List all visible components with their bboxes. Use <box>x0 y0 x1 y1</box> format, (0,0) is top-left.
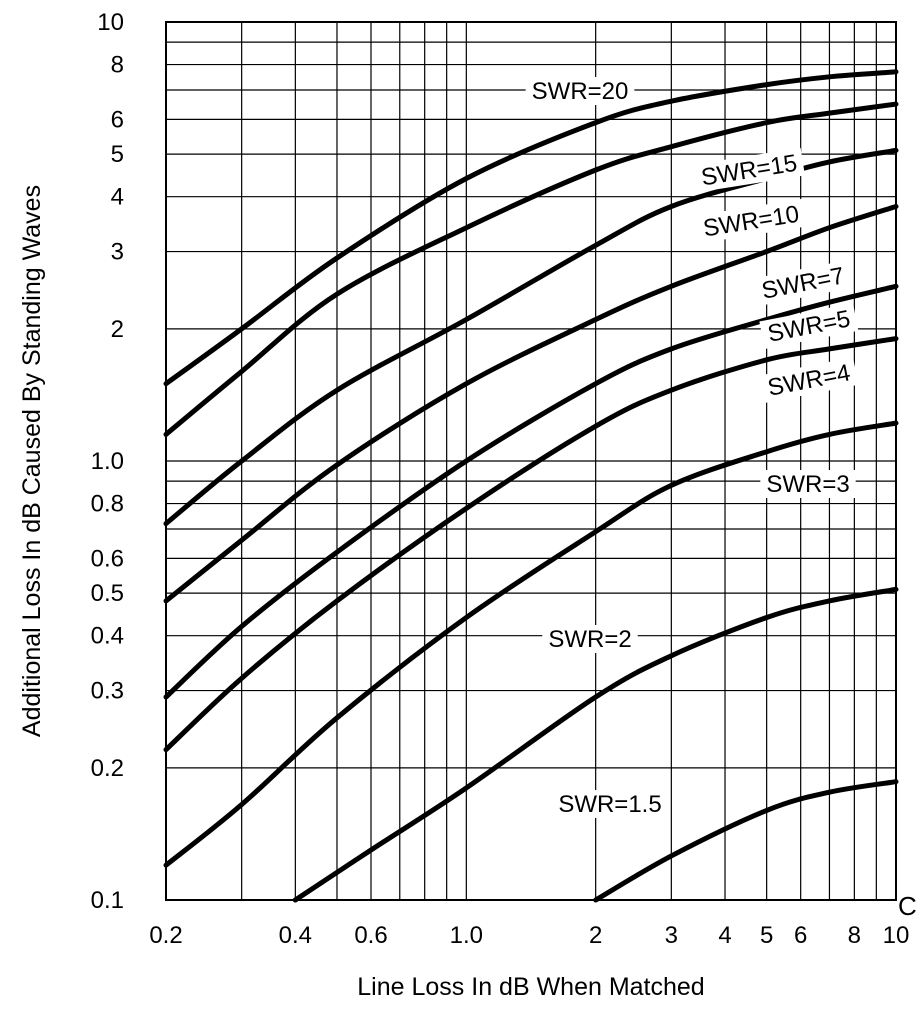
y-tick-label-6: 0.8 <box>91 491 124 518</box>
y-axis-title: Additional Loss In dB Caused By Standing… <box>18 185 46 737</box>
series-label-text-4: SWR=5 <box>765 305 852 347</box>
y-tick-label-7: 1.0 <box>91 448 124 475</box>
series-label-text-2: SWR=10 <box>701 201 801 243</box>
series-label-7: SWR=2 <box>542 625 638 653</box>
x-tick-label-0: 0.2 <box>149 922 182 949</box>
y-tick-label-12: 6 <box>111 106 124 133</box>
x-tick-label-6: 4 <box>718 922 731 949</box>
x-tick-label-9: 8 <box>848 922 861 949</box>
y-tick-label-0: 0.1 <box>91 887 124 914</box>
plot-frame <box>165 21 897 901</box>
series-label-text-3: SWR=7 <box>759 262 846 304</box>
edge-glyph-bottom-right: C <box>898 891 917 921</box>
series-line-7 <box>292 586 899 903</box>
x-tick-label-3: 1.0 <box>450 922 483 949</box>
series-line-1 <box>163 101 899 437</box>
series-label-text-0: SWR=20 <box>532 78 629 105</box>
x-axis-title: Line Loss In dB When Matched <box>357 973 704 1001</box>
series-line-3 <box>163 204 899 604</box>
y-tick-label-2: 0.3 <box>91 678 124 705</box>
y-tick-label-1: 0.2 <box>91 755 124 782</box>
series-labels: SWR=20SWR=15SWR=10SWR=7SWR=5SWR=4SWR=3SW… <box>525 77 859 818</box>
y-tick-label-5: 0.6 <box>91 545 124 572</box>
y-tick-label-3: 0.4 <box>91 623 124 650</box>
series-label-2: SWR=10 <box>695 198 807 244</box>
y-tick-label-9: 3 <box>111 239 124 266</box>
series-line-5 <box>163 336 899 753</box>
series-line-8 <box>593 779 899 903</box>
y-tick-label-8: 2 <box>111 316 124 343</box>
series-label-bg-0 <box>525 77 635 105</box>
series-label-bg-1 <box>693 147 805 193</box>
curves <box>163 69 899 903</box>
series-label-bg-5 <box>759 357 859 403</box>
series-label-text-6: SWR=3 <box>766 471 849 498</box>
y-tick-labels: 0.1 0.2 0.3 0.4 0.5 0.6 0.8 1.0 2 3 4 5 6 8 10 <box>91 9 124 914</box>
series-label-6: SWR=3 <box>760 470 856 498</box>
series-label-0: SWR=20 <box>525 77 635 105</box>
x-tick-label-4: 2 <box>589 922 602 949</box>
series-label-text-5: SWR=4 <box>765 359 852 401</box>
y-tick-label-11: 5 <box>111 141 124 168</box>
series-label-text-7: SWR=2 <box>548 626 631 653</box>
series-label-5: SWR=4 <box>759 357 859 403</box>
y-tick-label-10: 4 <box>111 184 124 211</box>
y-tick-label-4: 0.5 <box>91 580 124 607</box>
series-line-4 <box>163 283 899 700</box>
series-line-6 <box>163 420 899 868</box>
y-tick-label-13: 8 <box>111 52 124 79</box>
x-tick-label-5: 3 <box>665 922 678 949</box>
x-tick-label-8: 6 <box>794 922 807 949</box>
x-tick-label-1: 0.4 <box>279 922 312 949</box>
series-label-bg-8 <box>552 790 668 818</box>
series-label-bg-7 <box>542 625 638 653</box>
x-tick-labels: 0.2 0.4 0.6 1.0 2 3 4 5 6 8 10 <box>149 922 909 949</box>
series-label-8: SWR=1.5 <box>552 790 668 818</box>
series-label-bg-3 <box>753 260 853 306</box>
x-tick-label-7: 5 <box>760 922 773 949</box>
series-label-bg-2 <box>695 198 807 244</box>
series-label-bg-4 <box>759 303 859 349</box>
series-line-0 <box>163 69 899 387</box>
y-tick-label-14: 10 <box>97 9 124 36</box>
x-tick-label-2: 0.6 <box>354 922 387 949</box>
series-label-text-8: SWR=1.5 <box>558 791 661 818</box>
x-tick-label-10: 10 <box>883 922 910 949</box>
series-label-bg-6 <box>760 470 856 498</box>
